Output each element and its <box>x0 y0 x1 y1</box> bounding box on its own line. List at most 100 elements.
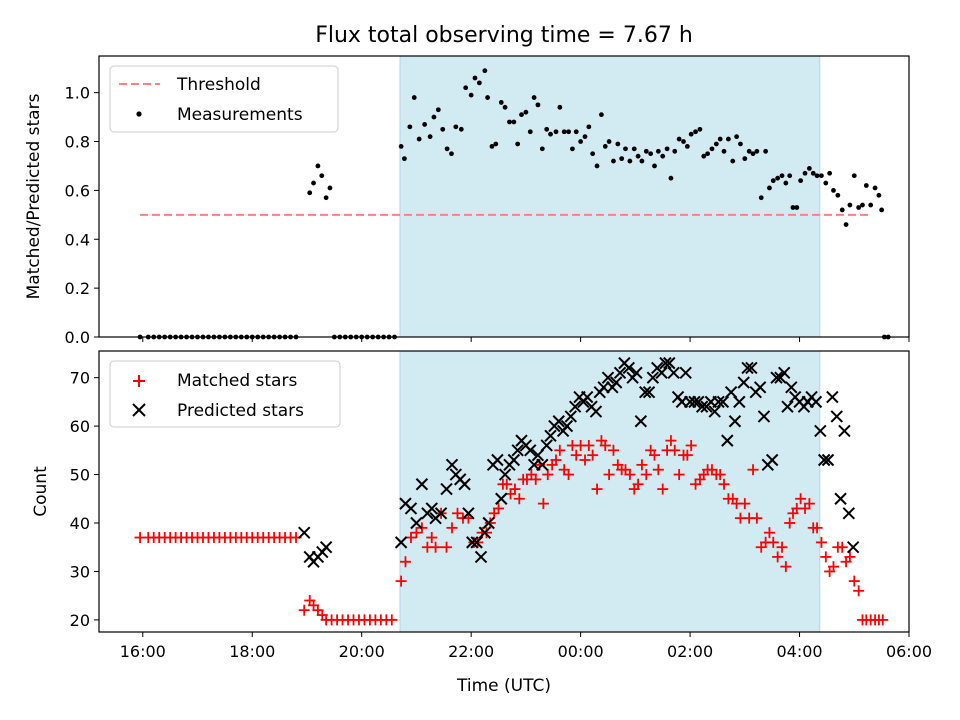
matched-star-point <box>747 464 759 476</box>
matched-star-point <box>652 464 664 476</box>
threshold-legend-label: Threshold <box>176 75 261 95</box>
predicted-star-point <box>568 400 582 413</box>
matched-star-point <box>587 449 599 461</box>
matched-star-point <box>480 527 492 539</box>
x-tick-label: 02:00 <box>667 642 713 661</box>
matched-star-point <box>780 561 792 573</box>
matched-star-point <box>542 469 554 481</box>
measurement-point <box>485 95 490 100</box>
predicted-star-point <box>721 434 734 447</box>
predicted-star-point <box>741 361 754 375</box>
measurement-point <box>482 68 488 74</box>
matched-star-point <box>640 469 652 481</box>
x-tick-label: 16:00 <box>120 642 166 661</box>
predicted-star-point <box>498 468 512 481</box>
measurement-point <box>531 95 537 100</box>
measurement-point <box>721 148 727 154</box>
chart-title: Flux total observing time = 7.67 h <box>315 23 693 48</box>
ratio-panel: 0.0 0.2 0.4 0.6 0.8 1.0 Matched/Predicted sta… <box>24 55 910 347</box>
matched-star-point <box>501 478 513 490</box>
predicted-star-point <box>474 550 488 564</box>
measurement-point <box>648 151 654 157</box>
measurement-point <box>810 170 816 176</box>
matched-star-point <box>763 527 775 539</box>
measurement-point <box>790 205 796 210</box>
measurement-point <box>307 190 313 196</box>
measurement-point <box>586 124 592 130</box>
measurement-point <box>431 114 437 120</box>
measurement-point <box>527 129 533 135</box>
measurement-point <box>860 202 865 208</box>
matched-star-point <box>509 483 521 495</box>
predicted-star-point <box>733 395 746 409</box>
matched-star-point <box>836 541 848 553</box>
measurement-point <box>315 163 321 169</box>
measurement-point <box>631 146 637 152</box>
predicted-star-point <box>765 453 779 467</box>
measurement-point <box>623 146 628 152</box>
measurement-point <box>422 122 428 127</box>
predicted-star-point <box>745 361 758 375</box>
y-tick-label: 40 <box>70 514 90 533</box>
predicted-star-point <box>737 376 750 389</box>
measurement-point <box>814 173 820 179</box>
measurement-point <box>705 151 710 157</box>
measurement-point <box>763 148 769 154</box>
predicted-star-point <box>817 453 831 467</box>
predicted-star-point <box>552 415 565 428</box>
measurement-point <box>660 153 666 159</box>
measurement-point <box>472 75 478 81</box>
predicted-star-point <box>470 536 483 549</box>
measurement-point <box>717 136 723 142</box>
matched-star-point <box>426 532 438 544</box>
matched-star-point <box>583 439 595 451</box>
measurement-point <box>323 195 329 201</box>
measurement-point <box>730 158 736 164</box>
measurement-point <box>535 102 541 108</box>
measurement-point <box>582 134 588 140</box>
measurement-point <box>523 109 529 115</box>
matched-star-point <box>451 507 463 519</box>
predicted-star-point <box>478 526 492 539</box>
measurement-point <box>566 129 571 135</box>
predicted-star-point <box>778 366 791 380</box>
measurement-point <box>427 134 433 140</box>
predicted-star-point <box>609 376 623 389</box>
matched-star-point <box>673 469 685 481</box>
measurement-point <box>754 148 760 154</box>
predicted-star-point <box>495 492 508 505</box>
predicted-star-point <box>728 415 742 428</box>
predicted-star-point <box>638 385 652 399</box>
predicted-star-point <box>695 400 709 413</box>
predicted-star-point <box>716 395 730 409</box>
predicted-star-point <box>622 361 635 375</box>
predicted-star-point <box>597 381 610 394</box>
matched-star-point <box>484 517 496 529</box>
matched-star-point <box>772 551 784 563</box>
measurement-point <box>697 126 703 132</box>
measurement-point <box>511 119 517 125</box>
measurement-point <box>713 141 719 147</box>
predicted-star-point <box>440 482 453 496</box>
predicted-star-point <box>809 395 823 409</box>
measurement-point <box>643 148 649 154</box>
matched-legend-label: Matched stars <box>177 371 297 391</box>
matched-star-point <box>563 469 575 481</box>
measurement-point <box>440 126 446 132</box>
measurement-point <box>787 173 793 179</box>
measurement-point <box>798 178 804 184</box>
predicted-star-point <box>511 444 524 457</box>
predicted-star-point <box>634 415 648 428</box>
matched-star-point <box>405 532 417 544</box>
x-tick-label: 18:00 <box>229 642 275 661</box>
matched-star-point <box>410 527 422 539</box>
matched-star-point <box>795 493 807 505</box>
predicted-star-point <box>507 453 521 467</box>
predicted-star-point <box>659 356 672 370</box>
matched-star-point <box>603 469 615 481</box>
matched-star-point <box>430 541 442 553</box>
predicted-star-point <box>524 444 537 457</box>
measurement-point <box>734 134 740 140</box>
measurement-point <box>725 136 731 142</box>
measurement-point <box>463 85 469 91</box>
